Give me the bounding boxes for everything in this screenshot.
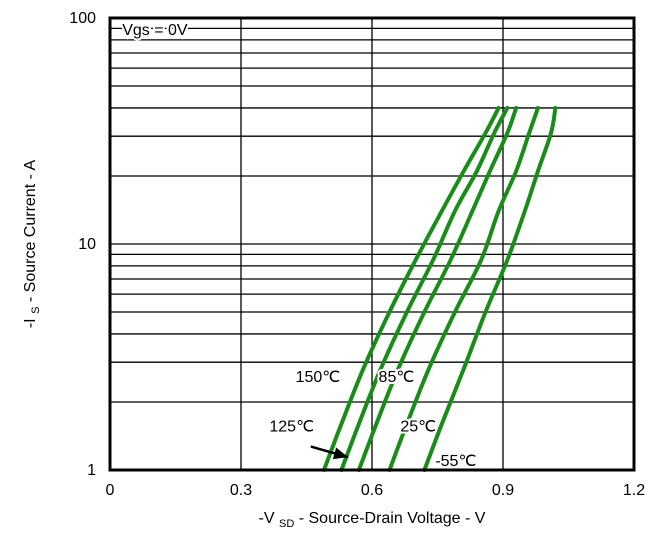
curve-label-25: 25℃ xyxy=(400,419,436,436)
y-tick-label-3: 100 xyxy=(69,10,96,27)
series-line-150 xyxy=(321,105,501,472)
vgs-annotation: Vgs = 0V xyxy=(122,22,188,39)
y-axis-label: -I S - Source Current - A xyxy=(22,160,43,329)
grid-lines xyxy=(110,18,634,470)
y-axis-label-subscript: S xyxy=(30,307,42,314)
x-axis-label: -V SD - Source-Drain Voltage - V xyxy=(259,510,486,531)
y-axis-label-prefix: -I xyxy=(22,318,39,328)
series-line-25 xyxy=(387,105,540,472)
x-tick-label-4: 0.9 xyxy=(492,482,514,499)
y-tick-labels: 1 10 100 xyxy=(69,10,96,479)
curve-label-125: 125℃ xyxy=(269,419,314,436)
x-tick-labels: 0 0.3 0.6 0.9 1.2 xyxy=(106,482,646,499)
series-line-55 xyxy=(422,105,558,472)
x-tick-label-2: 0.3 xyxy=(230,482,252,499)
x-tick-label-3: 0.6 xyxy=(361,482,383,499)
x-axis-label-suffix: - Source-Drain Voltage - V xyxy=(299,510,486,527)
y-tick-label-1: 1 xyxy=(87,462,96,479)
series-line-85 xyxy=(356,105,519,472)
arrow-head xyxy=(332,447,348,460)
series-line-125 xyxy=(339,105,510,472)
curve-layer xyxy=(321,105,558,472)
x-axis-label-prefix: -V xyxy=(259,510,275,527)
y-axis-label-suffix: - Source Current - A xyxy=(22,160,39,303)
y-tick-label-2: 10 xyxy=(78,236,96,253)
plot-frame xyxy=(108,16,636,472)
curve-label-55: -55℃ xyxy=(435,453,476,470)
x-axis-label-subscript: SD xyxy=(279,518,294,530)
x-tick-label-1: 0 xyxy=(106,482,115,499)
x-tick-label-5: 1.2 xyxy=(623,482,645,499)
curve-labels: 150℃ 125℃ 85℃ 25℃ -55℃ xyxy=(267,367,478,472)
curve-label-85: 85℃ xyxy=(379,369,415,386)
curve-label-150: 150℃ xyxy=(296,369,341,386)
